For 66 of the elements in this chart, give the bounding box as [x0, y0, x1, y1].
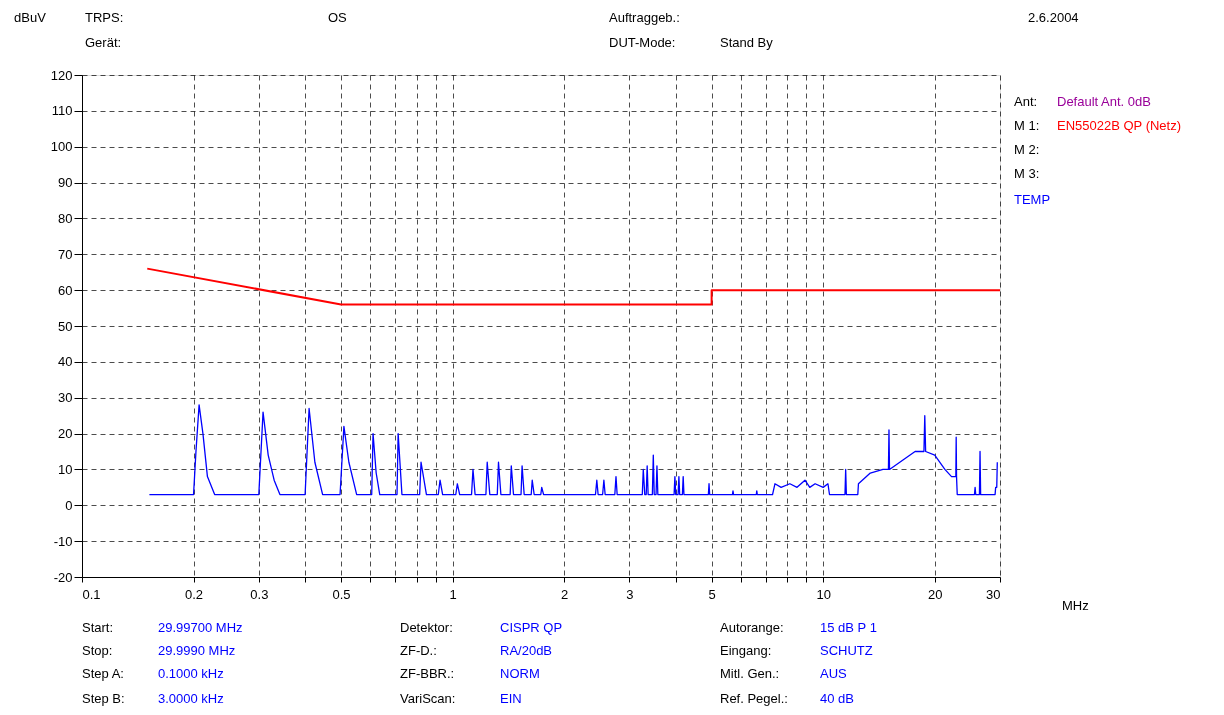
text: Start:: [82, 620, 114, 635]
text: EN55022B QP (Netz): [1057, 118, 1182, 133]
y-tick-label: 80: [58, 210, 73, 226]
x-tick-label: 5: [708, 586, 716, 602]
text: Stop:: [82, 643, 113, 658]
text: VariScan:: [400, 691, 456, 706]
text: 0.1000 kHz: [158, 666, 224, 681]
y-tick-label: 10: [58, 461, 73, 477]
y-tick-label: 60: [58, 282, 73, 298]
x-tick-label: 2: [561, 586, 569, 602]
y-tick-label: -20: [53, 569, 73, 585]
text: M 1:: [1014, 118, 1040, 133]
text: Gerät:: [85, 35, 122, 50]
y-tick-label: 100: [50, 139, 73, 155]
y-tick-label: 90: [58, 175, 73, 191]
x-tick-label: 1: [449, 586, 457, 602]
text: AUS: [820, 666, 848, 681]
text: NORM: [500, 666, 540, 681]
text: TRPS:: [85, 10, 124, 25]
text: M 3:: [1014, 166, 1040, 181]
x-tick-label: 0.5: [332, 586, 351, 602]
text: 29.99700 MHz: [158, 620, 243, 635]
text: Step B:: [82, 691, 125, 706]
text: 3.0000 kHz: [158, 691, 224, 706]
y-tick-label: 0: [65, 497, 73, 513]
text: Ref. Pegel.:: [720, 691, 788, 706]
y-tick-label: 50: [58, 318, 73, 334]
x-tick-label: 30: [986, 586, 1001, 602]
x-tick-label: 3: [626, 586, 634, 602]
x-tick-label: 0.2: [185, 586, 204, 602]
x-tick-label: 0.3: [250, 586, 269, 602]
text: 15 dB P 1: [820, 620, 877, 635]
text: Auftraggeb.:: [609, 10, 680, 25]
text: 40 dB: [820, 691, 854, 706]
text: M 2:: [1014, 142, 1040, 157]
text: Ant:: [1014, 94, 1038, 109]
y-tick-label: 30: [58, 390, 73, 406]
text: TEMP: [1014, 192, 1051, 207]
text: RA/20dB: [500, 643, 553, 658]
y-tick-label: 70: [58, 246, 73, 262]
y-tick-label: 40: [58, 354, 73, 370]
text: Stand By: [720, 35, 774, 50]
text: DUT-Mode:: [609, 35, 676, 50]
text: ZF-D.:: [400, 643, 437, 658]
text: Step A:: [82, 666, 124, 681]
text: 2.6.2004: [1028, 10, 1079, 25]
text: ZF-BBR.:: [400, 666, 455, 681]
y-tick-label: 20: [58, 426, 73, 442]
text: Default Ant. 0dB: [1057, 94, 1151, 109]
y-tick-label: 120: [50, 67, 73, 83]
text: EIN: [500, 691, 522, 706]
y-axis-title: dBuV: [14, 10, 47, 25]
text: Eingang:: [720, 643, 772, 658]
text: 29.9990 MHz: [158, 643, 236, 658]
x-tick-label: 0.1: [82, 586, 101, 602]
text: OS: [328, 10, 348, 25]
text: SCHUTZ: [820, 643, 873, 658]
text: CISPR QP: [500, 620, 563, 635]
text: Mitl. Gen.:: [720, 666, 780, 681]
x-tick-label: 20: [928, 586, 943, 602]
x-axis-title: MHz: [1062, 598, 1089, 613]
y-tick-label: -10: [53, 533, 73, 549]
y-tick-label: 110: [51, 103, 73, 119]
text: Autorange:: [720, 620, 784, 635]
text: Detektor:: [400, 620, 453, 635]
x-tick-label: 10: [816, 586, 831, 602]
